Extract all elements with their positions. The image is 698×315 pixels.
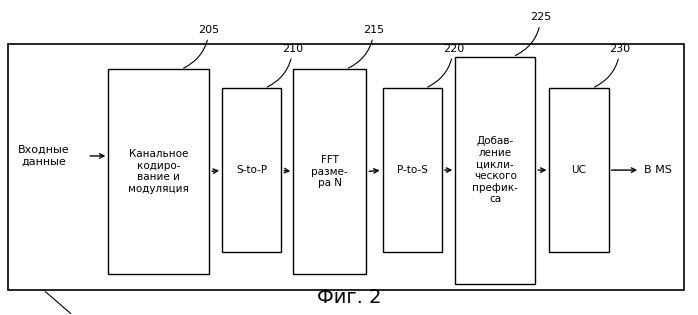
Text: FFT
разме-
ра N: FFT разме- ра N (311, 155, 348, 188)
Text: 205: 205 (184, 25, 220, 68)
Text: 210: 210 (267, 43, 303, 87)
Text: Канальное
кодиро-
вание и
модуляция: Канальное кодиро- вание и модуляция (128, 149, 189, 194)
Bar (549, 88, 609, 252)
Text: 200: 200 (45, 292, 92, 315)
Text: S-to-P: S-to-P (236, 165, 267, 175)
Text: Добав-
ление
цикли-
ческого
префик-
са: Добав- ление цикли- ческого префик- са (473, 136, 518, 204)
Bar (383, 88, 442, 252)
Bar (293, 69, 366, 274)
Text: 225: 225 (515, 12, 551, 55)
Text: UC: UC (572, 165, 586, 175)
Text: P-to-S: P-to-S (396, 165, 428, 175)
Text: Входные
данные: Входные данные (17, 145, 69, 167)
Bar (222, 88, 281, 252)
Text: 215: 215 (348, 25, 385, 68)
Bar (455, 57, 535, 284)
Text: 230: 230 (595, 43, 630, 87)
Text: 220: 220 (428, 43, 464, 87)
Bar (8, 44, 684, 290)
Bar (108, 69, 209, 274)
Text: Фиг. 2: Фиг. 2 (317, 288, 381, 307)
Text: В MS: В MS (644, 165, 671, 175)
